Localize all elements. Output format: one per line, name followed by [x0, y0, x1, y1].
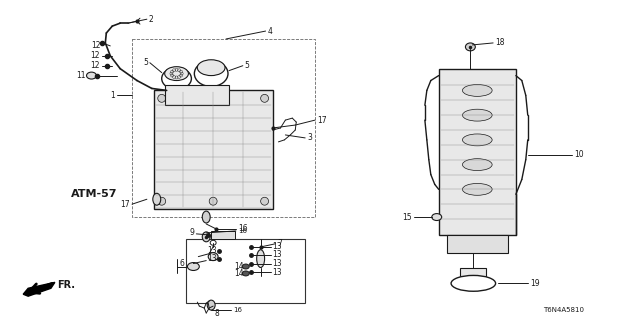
Text: 18: 18	[495, 38, 504, 47]
Text: 6: 6	[180, 259, 184, 268]
Text: 13: 13	[207, 246, 217, 255]
Ellipse shape	[207, 300, 215, 310]
Text: 8: 8	[214, 308, 219, 317]
Text: 16: 16	[238, 224, 248, 233]
Text: 7: 7	[278, 239, 282, 248]
Text: 13: 13	[273, 268, 282, 277]
Ellipse shape	[197, 60, 225, 76]
Ellipse shape	[209, 197, 217, 205]
Text: 12: 12	[90, 61, 99, 70]
Text: 17: 17	[120, 200, 130, 209]
Ellipse shape	[243, 264, 249, 269]
Text: 17: 17	[317, 116, 326, 124]
Text: 13: 13	[273, 250, 282, 259]
Ellipse shape	[188, 263, 199, 270]
Ellipse shape	[86, 72, 97, 79]
Ellipse shape	[257, 250, 264, 268]
Ellipse shape	[153, 193, 161, 205]
Ellipse shape	[451, 276, 495, 291]
Text: 5: 5	[245, 61, 250, 70]
Ellipse shape	[463, 109, 492, 121]
Text: 11: 11	[76, 71, 86, 80]
Ellipse shape	[209, 94, 217, 102]
Bar	[186, 239, 305, 303]
Bar	[438, 69, 516, 235]
Text: 16: 16	[233, 307, 242, 313]
Text: 13: 13	[273, 242, 282, 251]
Text: 10: 10	[574, 150, 584, 159]
Bar	[164, 85, 229, 105]
Text: 14: 14	[234, 269, 244, 278]
Text: 15: 15	[403, 212, 412, 221]
Text: T6N4A5810: T6N4A5810	[543, 307, 584, 313]
Bar	[447, 235, 508, 253]
Ellipse shape	[162, 68, 191, 89]
Ellipse shape	[157, 94, 166, 102]
Text: 1: 1	[111, 91, 115, 100]
Ellipse shape	[463, 134, 492, 146]
Bar	[154, 91, 273, 209]
Text: FR.: FR.	[57, 280, 75, 290]
Text: 9: 9	[189, 228, 195, 237]
Text: 4: 4	[268, 27, 273, 36]
Text: ATM-57: ATM-57	[70, 189, 117, 199]
Ellipse shape	[195, 61, 228, 86]
Ellipse shape	[157, 197, 166, 205]
Text: 16: 16	[238, 228, 247, 234]
Text: 12: 12	[91, 41, 100, 50]
Bar	[211, 231, 235, 239]
Text: 14: 14	[234, 262, 244, 271]
Ellipse shape	[463, 159, 492, 171]
Ellipse shape	[465, 43, 476, 51]
Text: 13: 13	[207, 254, 217, 263]
Ellipse shape	[208, 253, 218, 260]
Ellipse shape	[260, 94, 269, 102]
Text: 5: 5	[143, 58, 148, 67]
Ellipse shape	[210, 240, 216, 245]
Ellipse shape	[202, 211, 210, 223]
Ellipse shape	[463, 84, 492, 96]
Ellipse shape	[202, 232, 210, 242]
Bar	[460, 268, 486, 288]
Text: 2: 2	[149, 15, 154, 24]
Polygon shape	[23, 282, 55, 296]
Ellipse shape	[432, 213, 442, 220]
Ellipse shape	[463, 183, 492, 195]
Text: 12: 12	[90, 51, 99, 60]
Bar	[132, 39, 315, 217]
Text: 13: 13	[273, 259, 282, 268]
Ellipse shape	[164, 67, 188, 81]
Ellipse shape	[243, 271, 249, 276]
Text: 3: 3	[307, 133, 312, 142]
Ellipse shape	[260, 197, 269, 205]
Text: 19: 19	[530, 279, 540, 288]
